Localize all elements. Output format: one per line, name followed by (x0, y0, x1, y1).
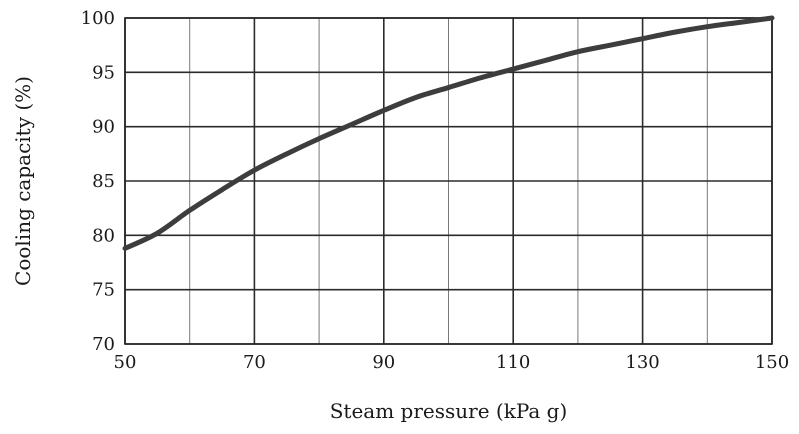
series-line (122, 15, 775, 251)
x-tick-labels: 50 70 90 110 130 150 (114, 352, 790, 373)
x-tick-label: 50 (114, 352, 137, 373)
x-tick-label: 150 (755, 352, 789, 373)
y-tick-label: 90 (92, 117, 115, 138)
x-tick-label: 130 (625, 352, 659, 373)
y-tick-label: 95 (92, 62, 115, 83)
plot-frame (124, 17, 773, 345)
y-tick-labels: 70 75 80 85 90 95 100 (81, 8, 115, 355)
y-tick-label: 100 (81, 8, 115, 29)
x-tick-label: 70 (243, 352, 266, 373)
x-tick-label: 110 (496, 352, 530, 373)
x-axis-label: Steam pressure (kPa g) (330, 399, 568, 423)
y-tick-label: 85 (92, 171, 115, 192)
grid (124, 17, 773, 345)
x-tick-label: 90 (372, 352, 395, 373)
y-tick-label: 70 (92, 334, 115, 355)
y-tick-label: 80 (92, 225, 115, 246)
y-axis-label: Cooling capacity (%) (11, 76, 35, 286)
series-lines (122, 15, 775, 251)
y-tick-label: 75 (92, 280, 115, 301)
